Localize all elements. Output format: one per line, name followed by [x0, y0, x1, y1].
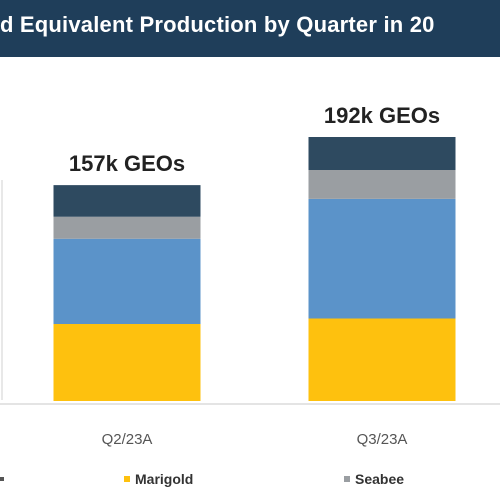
chart-title-bar: old Equivalent Production by Quarter in … [0, 0, 500, 57]
legend-partial-item [0, 471, 6, 483]
legend-swatch-seabee [344, 476, 350, 483]
bar-segment-seabee-q3-23a [308, 170, 456, 199]
total-label-q3-23a: 192k GEOs [324, 103, 440, 128]
bar-segment-series-3-q2-23a [53, 185, 201, 217]
bar-segment-series-1-q3-23a [308, 198, 456, 319]
legend-swatch-marigold [124, 476, 130, 483]
legend-item-marigold: Marigold [124, 471, 193, 487]
bar-segment-marigold-q3-23a [308, 318, 456, 401]
bar-segment-marigold-q2-23a [53, 324, 201, 401]
bar-segment-series-3-q3-23a [308, 137, 456, 170]
chart-title: old Equivalent Production by Quarter in … [0, 12, 435, 37]
bar-segment-series-1-q2-23a [53, 238, 201, 324]
legend-item-seabee: Seabee [344, 471, 404, 487]
bars-group [53, 137, 456, 401]
bar-segment-seabee-q2-23a [53, 216, 201, 239]
total-label-q2-23a: 157k GEOs [69, 151, 185, 176]
legend-label-seabee: Seabee [355, 471, 405, 487]
labels-group: 157k GEOs Q2/23A 192k GEOs Q3/23A [69, 103, 440, 448]
x-tick-label-q2-23a: Q2/23A [102, 431, 153, 448]
x-tick-label-q3-23a: Q3/23A [357, 431, 408, 448]
legend-label-marigold: Marigold [135, 471, 194, 487]
